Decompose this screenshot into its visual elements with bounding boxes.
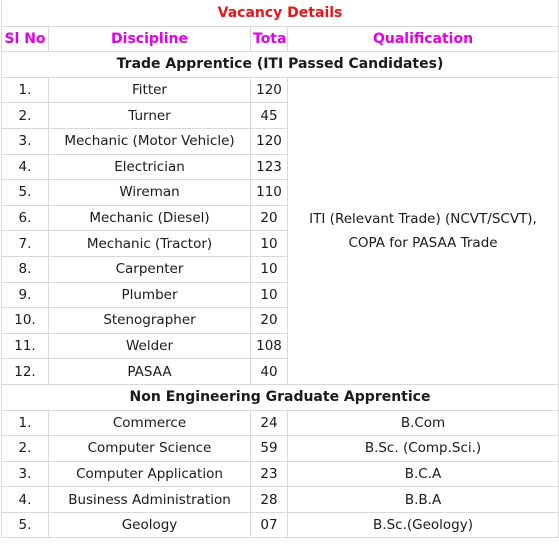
cell-total: 07 bbox=[250, 511, 288, 539]
cell-sl-no: 5. bbox=[1, 511, 49, 539]
section-title: Trade Apprentice (ITI Passed Candidates) bbox=[0, 51, 559, 78]
cell-qualification: B.C.A bbox=[286, 460, 559, 488]
cell-total: 20 bbox=[250, 307, 288, 334]
cell-sl-no: 12. bbox=[1, 358, 49, 385]
header-sl-no: Sl No bbox=[1, 25, 49, 53]
cell-discipline: Computer Science bbox=[48, 435, 251, 462]
cell-sl-no: 1. bbox=[1, 76, 49, 104]
title-row: Vacancy Details bbox=[0, 0, 559, 27]
cell-qualification: B.Sc.(Geology) bbox=[286, 511, 559, 539]
section-row: Non Engineering Graduate Apprentice bbox=[0, 383, 559, 411]
table-row: 2. Turner 45 bbox=[1, 102, 559, 129]
cell-qualification: B.B.A bbox=[286, 486, 559, 513]
cell-sl-no: 9. bbox=[1, 281, 49, 309]
cell-total: 120 bbox=[250, 76, 288, 104]
cell-total: 123 bbox=[250, 153, 288, 181]
table-row: 4. Business Administration 28 B.B.A bbox=[1, 486, 559, 513]
table-row: 10. Stenographer 20 bbox=[1, 307, 559, 334]
table-row: 5. Geology 07 B.Sc.(Geology) bbox=[1, 511, 559, 539]
table-row: 8. Carpenter 10 bbox=[1, 255, 559, 283]
cell-sl-no: 4. bbox=[1, 486, 49, 513]
cell-discipline: Welder bbox=[48, 332, 251, 360]
cell-sl-no: 3. bbox=[1, 460, 49, 488]
table-row: 6. Mechanic (Diesel) 20 bbox=[1, 204, 559, 232]
cell-discipline: Mechanic (Motor Vehicle) bbox=[48, 127, 251, 155]
cell-qualification: B.Com bbox=[286, 409, 559, 437]
cell-sl-no: 6. bbox=[1, 204, 49, 232]
cell-discipline: Turner bbox=[48, 102, 251, 129]
cell-qualification-merged: ITI (Relevant Trade) (NCVT/SCVT), COPA f… bbox=[286, 76, 559, 385]
table-row: 11. Welder 108 bbox=[1, 332, 559, 360]
cell-qualification: B.Sc. (Comp.Sci.) bbox=[286, 435, 559, 462]
table-row: 9. Plumber 10 bbox=[1, 281, 559, 309]
header-row: Sl No Discipline Total Qualification bbox=[1, 25, 559, 53]
cell-discipline: Business Administration bbox=[48, 486, 251, 513]
cell-total: 24 bbox=[250, 409, 288, 437]
cell-sl-no: 2. bbox=[1, 435, 49, 462]
cell-discipline: Mechanic (Tractor) bbox=[48, 230, 251, 257]
cell-total: 10 bbox=[250, 230, 288, 257]
cell-total: 110 bbox=[250, 179, 288, 206]
cell-total: 45 bbox=[250, 102, 288, 129]
cell-total: 40 bbox=[250, 358, 288, 385]
cell-discipline: PASAA bbox=[48, 358, 251, 385]
cell-discipline: Mechanic (Diesel) bbox=[48, 204, 251, 232]
cell-discipline: Plumber bbox=[48, 281, 251, 309]
cell-sl-no: 1. bbox=[1, 409, 49, 437]
table-row: 3. Mechanic (Motor Vehicle) 120 bbox=[1, 127, 559, 155]
cell-discipline: Wireman bbox=[48, 179, 251, 206]
cell-discipline: Computer Application bbox=[48, 460, 251, 488]
table-row: 1. Fitter 120 ITI (Relevant Trade) (NCVT/SC… bbox=[1, 76, 559, 385]
header-discipline: Discipline bbox=[48, 25, 251, 53]
header-total: Total bbox=[250, 25, 288, 53]
cell-total: 10 bbox=[250, 281, 288, 309]
table-title: Vacancy Details bbox=[0, 0, 559, 27]
table-row: 4. Electrician 123 bbox=[1, 153, 559, 181]
cell-sl-no: 11. bbox=[1, 332, 49, 360]
cell-sl-no: 7. bbox=[1, 230, 49, 257]
section-title: Non Engineering Graduate Apprentice bbox=[0, 383, 559, 411]
cell-total: 23 bbox=[250, 460, 288, 488]
table-row: 2. Computer Science 59 B.Sc. (Comp.Sci.) bbox=[1, 435, 559, 462]
table-row: 5. Wireman 110 bbox=[1, 179, 559, 206]
cell-total: 20 bbox=[250, 204, 288, 232]
cell-discipline: Stenographer bbox=[48, 307, 251, 334]
cell-discipline: Commerce bbox=[48, 409, 251, 437]
section-row: Trade Apprentice (ITI Passed Candidates) bbox=[0, 51, 559, 78]
table-row: 1. Commerce 24 B.Com bbox=[1, 409, 559, 437]
cell-sl-no: 10. bbox=[1, 307, 49, 334]
table-row: 7. Mechanic (Tractor) 10 bbox=[1, 230, 559, 257]
cell-sl-no: 5. bbox=[1, 179, 49, 206]
cell-sl-no: 3. bbox=[1, 127, 49, 155]
header-qualification: Qualification bbox=[286, 25, 559, 53]
cell-discipline: Fitter bbox=[48, 76, 251, 104]
cell-discipline: Carpenter bbox=[48, 255, 251, 283]
table-row: 12. PASAA 40 bbox=[1, 358, 559, 385]
cell-total: 120 bbox=[250, 127, 288, 155]
cell-sl-no: 8. bbox=[1, 255, 49, 283]
cell-total: 28 bbox=[250, 486, 288, 513]
table-row: 3. Computer Application 23 B.C.A bbox=[1, 460, 559, 488]
cell-discipline: Geology bbox=[48, 511, 251, 539]
cell-sl-no: 4. bbox=[1, 153, 49, 181]
cell-sl-no: 2. bbox=[1, 102, 49, 129]
cell-total: 10 bbox=[250, 255, 288, 283]
cell-total: 59 bbox=[250, 435, 288, 462]
cell-total: 108 bbox=[250, 332, 288, 360]
cell-discipline: Electrician bbox=[48, 153, 251, 181]
